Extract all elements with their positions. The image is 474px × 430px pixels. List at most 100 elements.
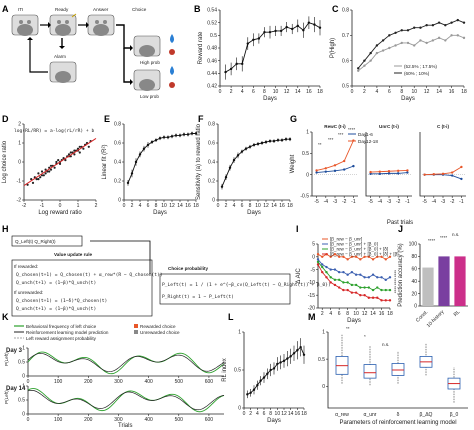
- no-reward-icon: [169, 49, 175, 88]
- l-point: [289, 355, 292, 358]
- k-0-ytick-label: 0.5: [18, 360, 25, 366]
- j-ytick-label: 60: [411, 267, 417, 273]
- g-0-s0-point: [343, 168, 346, 171]
- f-point: [244, 147, 248, 150]
- l-point: [279, 361, 282, 364]
- c-xtick-label: 8: [400, 89, 403, 95]
- i-series-0-point: [376, 255, 379, 258]
- d-point: [35, 178, 38, 181]
- c-series-0-point: [456, 34, 459, 37]
- f-point: [264, 140, 268, 144]
- d-ytick-label: 1: [18, 141, 21, 147]
- i-series-3-point: [388, 299, 392, 302]
- g-2-s1-point: [441, 172, 445, 176]
- d-xtick-label: 0: [59, 203, 62, 209]
- g-1-s0-point: [378, 172, 381, 176]
- l-point: [252, 388, 256, 391]
- c-series-0-point: [381, 49, 385, 52]
- f-point: [288, 138, 292, 141]
- i-series-0-point: [350, 255, 354, 258]
- l-xtick-label: 12: [281, 411, 287, 417]
- l-point: [256, 384, 259, 387]
- g-1-s1-point: [378, 170, 381, 173]
- e-ytick-label: 0: [118, 198, 121, 204]
- c-series-0-point: [357, 69, 360, 73]
- f-point: [268, 139, 272, 143]
- f-point: [232, 158, 236, 162]
- m-box: [363, 364, 377, 379]
- b-xtick-label: 6: [252, 89, 255, 95]
- e-line: [127, 133, 196, 184]
- i-series-1-point: [367, 276, 371, 279]
- b-point: [263, 30, 266, 34]
- c-xtick-label: 12: [424, 89, 430, 95]
- k-1-xtick-label: 100: [54, 417, 63, 423]
- g-2-xtick-label: -2: [450, 199, 455, 205]
- k-1-xtick-label: 300: [114, 417, 123, 423]
- i-series-2-point: [367, 286, 371, 289]
- c-series-1-point: [400, 29, 403, 32]
- legend-k-reward-prob: Left reward assignment probability: [26, 336, 97, 341]
- g-2-s1-point: [423, 173, 426, 176]
- b-point: [307, 21, 311, 24]
- g-0-s1-point: [343, 159, 346, 163]
- panel-letter-e: E: [104, 114, 110, 124]
- d-fit-line: [23, 138, 97, 186]
- i-series-3-point: [380, 299, 383, 302]
- b-axes: [219, 10, 320, 87]
- f-ytick-label: 0.6: [208, 141, 215, 147]
- i-series-0-point: [354, 255, 358, 258]
- k-behavior-line: [27, 388, 225, 413]
- chart-j-prediction-accuracy: 0 20 40 60 80 100 Prediction accuracy (%) Const…: [398, 232, 468, 329]
- j-ytick-label: 100: [409, 242, 418, 248]
- d-point: [55, 160, 58, 164]
- m-group-label: β_0: [450, 412, 459, 418]
- i-series-0-point: [363, 255, 366, 258]
- e-point: [174, 134, 178, 137]
- k-xlabel: Trials: [118, 423, 132, 429]
- e-point: [182, 133, 186, 136]
- c-series-1-point: [357, 67, 360, 70]
- c-series-1-point: [462, 21, 466, 24]
- c-xtick-label: 18: [461, 89, 467, 95]
- e-point: [154, 138, 158, 142]
- i-series-1-point: [384, 278, 387, 282]
- b-ytick-label: 0.5: [210, 33, 217, 39]
- g-1-s1-point: [369, 170, 372, 174]
- k-ylabel: P(Left): [4, 352, 9, 366]
- g-1-xtick-label: -4: [378, 199, 383, 205]
- chart-c-p-high: 0 2 4 6 8 10 12 14 16 18 0.5 0.6 0.7 0.8 Days P(High) (5…: [330, 8, 467, 102]
- d-xtick-label: 2: [95, 203, 98, 209]
- e-ytick-label: 0.6: [114, 141, 121, 147]
- g-0-xtick-label: -2: [342, 199, 347, 205]
- k-1-xtick-label: 400: [144, 417, 153, 423]
- g-legend-label: Day1-6: [358, 132, 373, 137]
- c-ylabel: P(High): [330, 38, 336, 58]
- i-series-0-point: [316, 253, 320, 256]
- f-ytick-label: 0.8: [208, 122, 215, 128]
- i-series-3-point: [342, 288, 345, 292]
- i-series-1-point: [359, 273, 362, 276]
- e-point: [126, 181, 130, 185]
- g-0-ylabel: Weight: [290, 154, 296, 173]
- k-0-xtick-label: 400: [144, 379, 153, 385]
- l-point: [299, 346, 302, 349]
- i-series-0-point: [380, 255, 383, 258]
- i-series-1-line: [317, 259, 391, 281]
- m-xlabel: Parameters of reinforcement learning mod…: [339, 420, 456, 426]
- mouse-icon-answer: [87, 14, 115, 36]
- b-xtick-label: 18: [317, 89, 323, 95]
- e-point: [150, 140, 154, 144]
- k-0-xtick-label: 300: [114, 379, 123, 385]
- c-series-0-line: [357, 34, 465, 72]
- g-0-s1-point: [315, 169, 318, 172]
- g-1-s0-point: [387, 172, 391, 175]
- i-series-0-point: [367, 255, 371, 258]
- k-1-ytick-label: 0: [22, 412, 25, 418]
- i-legend-label: [β_rew − β_unr] + [β_0]: [330, 242, 378, 247]
- b-point: [313, 23, 316, 26]
- stage-label-answer: Answer: [93, 7, 109, 12]
- c-ytick-label: 0.5: [342, 84, 349, 90]
- g-subtitle: UnrC (t-i): [379, 124, 399, 129]
